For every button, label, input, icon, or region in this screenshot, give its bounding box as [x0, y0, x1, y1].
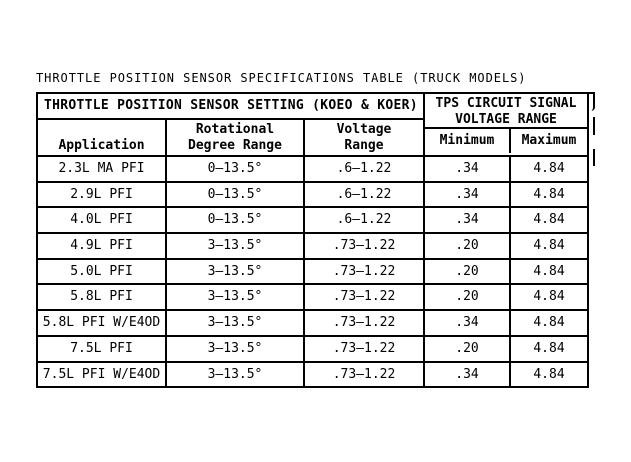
column-header-application: Application: [58, 138, 145, 153]
table-body: 2.3L MA PFI 0–13.5° .6–1.22.34 4.84 2.9L PFI…: [38, 155, 587, 387]
tps-spec-table: THROTTLE POSITION SENSOR SETTING (KOEO &…: [36, 92, 589, 389]
cell-minimum: .34: [423, 182, 509, 207]
cell-minimum: .20: [423, 336, 509, 361]
table-row: 2.9L PFI 0–13.5° .6–1.22.34 4.84: [38, 180, 587, 207]
cell-rotational-degree-range: 0–13.5°: [165, 182, 303, 207]
cell-application: 2.9L PFI: [70, 186, 133, 202]
section-header-sensor-setting: THROTTLE POSITION SENSOR SETTING (KOEO &…: [38, 94, 423, 120]
table-row: 4.0L PFI 0–13.5° .6–1.22.34 4.84: [38, 206, 587, 233]
page-title: THROTTLE POSITION SENSOR SPECIFICATIONS …: [36, 71, 527, 85]
cell-application: 5.0L PFI: [70, 263, 133, 279]
column-header-maximum: Maximum: [509, 129, 587, 153]
cell-voltage-range: .73–1.22: [303, 285, 423, 310]
cell-voltage-range: .6–1.22: [303, 157, 423, 181]
cell-application: 4.0L PFI: [70, 212, 133, 228]
table-header-right-section: TPS CIRCUIT SIGNAL VOLTAGE RANGE Minimum…: [423, 94, 587, 155]
cell-minimum: .34: [423, 157, 509, 181]
table-row: 5.8L PFI W/E4OD 3–13.5° .73–1.22.34 4.84: [38, 309, 587, 335]
cell-maximum: 4.84: [509, 234, 587, 258]
table-row: 4.9L PFI 3–13.5° .73–1.22.20 4.84: [38, 232, 587, 258]
cell-maximum: 4.84: [509, 208, 587, 233]
cell-voltage-range: .73–1.22: [303, 362, 423, 387]
cell-minimum: .34: [423, 362, 509, 387]
cell-minimum: .20: [423, 259, 509, 284]
cell-maximum: 4.84: [509, 182, 587, 207]
scan-artifact: [588, 92, 595, 111]
cell-application: 5.8L PFI: [70, 289, 133, 305]
cell-voltage-range: .73–1.22: [303, 234, 423, 258]
cell-maximum: 4.84: [509, 157, 587, 181]
cell-maximum: 4.84: [509, 285, 587, 310]
cell-application: 7.5L PFI: [70, 340, 133, 356]
table-row: 7.5L PFI W/E4OD 3–13.5° .73–1.22.34 4.84: [38, 360, 587, 387]
column-header-rotational-degree-range: Rotational Degree Range: [165, 120, 303, 155]
cell-minimum: .34: [423, 208, 509, 233]
column-header-minimum: Minimum: [439, 133, 495, 148]
cell-voltage-range: .73–1.22: [303, 336, 423, 361]
cell-minimum: .20: [423, 285, 509, 310]
cell-rotational-degree-range: 3–13.5°: [165, 234, 303, 258]
cell-application: 2.3L MA PFI: [58, 161, 145, 176]
cell-voltage-range: .73–1.22: [303, 259, 423, 284]
cell-voltage-range: .73–1.22: [303, 311, 423, 335]
cell-application: 4.9L PFI: [70, 238, 133, 254]
cell-rotational-degree-range: 3–13.5°: [165, 311, 303, 335]
cell-minimum: .20: [423, 234, 509, 258]
table-row: 5.8L PFI 3–13.5° .73–1.22.20 4.84: [38, 283, 587, 310]
cell-rotational-degree-range: 0–13.5°: [165, 208, 303, 233]
cell-rotational-degree-range: 3–13.5°: [165, 259, 303, 284]
cell-application: 5.8L PFI W/E4OD: [42, 315, 161, 331]
cell-maximum: 4.84: [509, 311, 587, 335]
column-header-row-left: Application Rotational Degree Range Volt…: [38, 120, 423, 155]
cell-minimum: .34: [423, 311, 509, 335]
cell-maximum: 4.84: [509, 362, 587, 387]
cell-maximum: 4.84: [509, 336, 587, 361]
column-header-row-right: Minimum Maximum: [425, 129, 587, 153]
cell-application: 7.5L PFI W/E4OD: [42, 366, 161, 382]
scan-artifact: [593, 117, 595, 135]
cell-rotational-degree-range: 0–13.5°: [165, 157, 303, 181]
cell-rotational-degree-range: 3–13.5°: [165, 285, 303, 310]
cell-maximum: 4.84: [509, 259, 587, 284]
cell-voltage-range: .6–1.22: [303, 182, 423, 207]
column-header-voltage-range: Voltage Range: [303, 120, 423, 155]
cell-rotational-degree-range: 3–13.5°: [165, 336, 303, 361]
scan-artifact: [593, 149, 595, 166]
table-row: 7.5L PFI 3–13.5° .73–1.22.20 4.84: [38, 334, 587, 361]
table-header: THROTTLE POSITION SENSOR SETTING (KOEO &…: [38, 94, 587, 155]
section-header-tps-circuit-signal: TPS CIRCUIT SIGNAL VOLTAGE RANGE: [425, 94, 587, 129]
table-header-left-section: THROTTLE POSITION SENSOR SETTING (KOEO &…: [38, 94, 423, 155]
cell-voltage-range: .6–1.22: [303, 208, 423, 233]
table-row: 2.3L MA PFI 0–13.5° .6–1.22.34 4.84: [38, 155, 587, 181]
table-row: 5.0L PFI 3–13.5° .73–1.22.20 4.84: [38, 257, 587, 284]
cell-rotational-degree-range: 3–13.5°: [165, 362, 303, 387]
